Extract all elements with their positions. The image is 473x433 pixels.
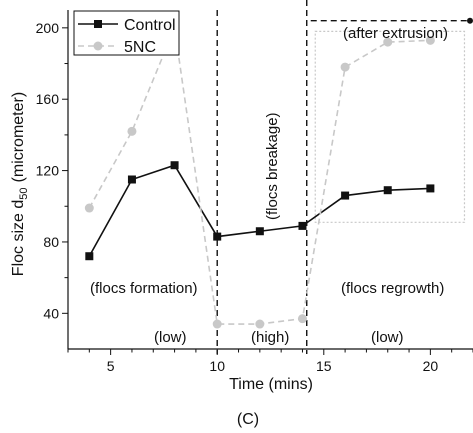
legend-5nc-label: 5NC bbox=[124, 39, 156, 56]
annotation-after-extrusion: (after extrusion) bbox=[343, 25, 448, 42]
legend: Control 5NC bbox=[73, 10, 180, 56]
5nc-point bbox=[297, 314, 307, 324]
annotation-flocs-formation: (flocs formation) bbox=[90, 280, 198, 297]
x-tick-label: 15 bbox=[316, 358, 332, 374]
annotation-low-1: (low) bbox=[154, 329, 187, 346]
control-point bbox=[170, 161, 179, 170]
5nc-point bbox=[340, 62, 350, 72]
5nc-point bbox=[84, 203, 94, 213]
x-tick-label: 20 bbox=[423, 358, 439, 374]
axes: 5 10 15 20 40 80 120 160 200 bbox=[36, 10, 473, 374]
legend-box bbox=[73, 10, 180, 56]
legend-5nc-marker bbox=[93, 41, 103, 51]
annotation-flocs-breakage: (flocs breakage) bbox=[264, 112, 281, 220]
5nc-point bbox=[383, 37, 393, 47]
series-line-control bbox=[88, 164, 431, 257]
x-tick-label: 10 bbox=[209, 358, 225, 374]
control-point bbox=[383, 186, 392, 195]
annotation-low-2: (low) bbox=[371, 329, 404, 346]
control-point bbox=[298, 221, 307, 230]
control-point bbox=[426, 184, 435, 193]
annotation-flocs-regrowth: (flocs regrowth) bbox=[341, 280, 444, 297]
legend-control-label: Control bbox=[124, 17, 176, 34]
y-tick-label: 160 bbox=[36, 91, 60, 107]
control-point bbox=[341, 191, 350, 200]
panel-label: (C) bbox=[237, 411, 259, 428]
5nc-point bbox=[255, 319, 265, 329]
y-tick-label: 80 bbox=[43, 234, 59, 250]
annotation-high: (high) bbox=[251, 329, 289, 346]
control-point bbox=[213, 232, 222, 241]
control-point bbox=[127, 175, 136, 184]
y-axis-title-subscript: 50 bbox=[18, 187, 30, 199]
5nc-point bbox=[212, 319, 222, 329]
control-point bbox=[255, 227, 264, 236]
y-tick-label: 120 bbox=[36, 163, 60, 179]
5nc-point bbox=[425, 35, 435, 45]
y-tick-label: 40 bbox=[43, 305, 59, 321]
legend-control-marker bbox=[94, 20, 102, 28]
regrowth-highlight-box bbox=[314, 30, 466, 223]
y-axis-title: Floc size d50 (micrometer) bbox=[10, 92, 30, 276]
y-tick-label: 200 bbox=[36, 20, 60, 36]
x-axis-title: Time (mins) bbox=[229, 376, 313, 393]
chart-marks bbox=[84, 0, 473, 354]
x-tick-label: 5 bbox=[107, 358, 115, 374]
control-point bbox=[85, 252, 94, 261]
y-axis-title-unit: (micrometer) bbox=[10, 92, 27, 183]
extrusion-reference-point bbox=[467, 17, 473, 24]
5nc-point bbox=[127, 126, 137, 136]
y-axis-title-main: Floc size d bbox=[10, 200, 27, 276]
